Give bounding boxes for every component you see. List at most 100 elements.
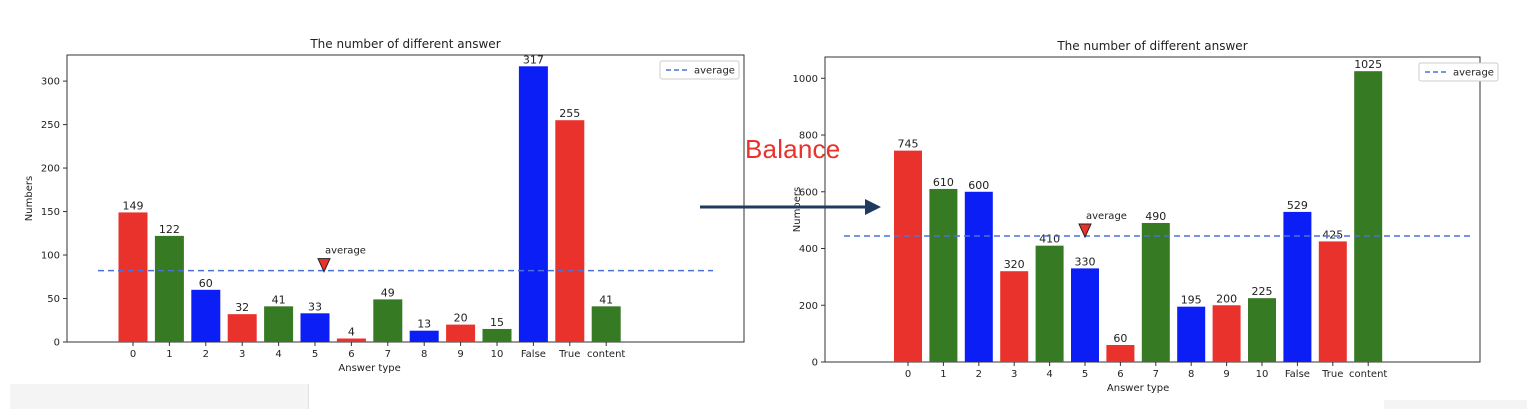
bar-value-label: 1025 [1354,58,1382,71]
bar-value-label: 32 [235,301,249,314]
x-tick-label: 10 [491,349,504,360]
average-annotation-label: average [325,246,366,257]
x-tick-label: 8 [1188,369,1194,380]
bar [409,330,439,342]
left-bar-chart: The number of different answer0501001502… [24,37,745,374]
x-tick-label: 3 [239,349,245,360]
bar [894,150,922,362]
y-tick-label: 50 [47,294,60,305]
x-tick-label: 6 [1117,369,1123,380]
bar [591,306,621,342]
bar-value-label: 20 [454,312,468,325]
legend-label: average [694,66,735,77]
bar [446,324,476,342]
x-tick-label: 4 [1046,369,1052,380]
bar [482,328,512,342]
bar-value-label: 41 [599,293,613,306]
bar-value-label: 122 [159,223,180,236]
bar [264,306,294,342]
x-tick-label: 9 [1223,369,1229,380]
plot-frame [66,54,745,343]
y-tick-label: 0 [54,338,60,349]
legend-label: average [1453,68,1494,79]
bar [300,313,330,342]
bar-value-label: 195 [1181,294,1202,307]
bar-value-label: 745 [898,138,919,151]
average-marker [317,258,331,273]
bar-value-label: 317 [523,53,544,66]
bar [1000,271,1029,362]
y-axis-label: Numbers [24,176,35,221]
y-tick-label: 100 [41,251,60,262]
x-tick-label: 2 [976,369,982,380]
balance-label: Balance [745,134,841,164]
x-tick-label: 10 [1256,369,1269,380]
x-axis-label: Answer type [1107,383,1169,394]
x-tick-label: 3 [1011,369,1017,380]
x-axis-label: Answer type [338,363,400,374]
bar-value-label: 41 [272,293,286,306]
x-tick-label: 5 [312,349,318,360]
x-tick-label: 5 [1082,369,1088,380]
background-panel-left [10,384,308,409]
x-tick-label: False [1285,369,1310,380]
bar [373,299,403,342]
x-tick-label: 8 [421,349,427,360]
bar-value-label: 13 [417,318,431,331]
x-tick-label: 0 [905,369,911,380]
y-tick-label: 200 [799,301,818,312]
bar [1177,306,1206,362]
bar-value-label: 410 [1039,233,1060,246]
bar-value-label: 490 [1145,210,1166,223]
bar [929,188,958,362]
bar-value-label: 4 [348,326,355,339]
x-tick-label: 0 [130,349,136,360]
bar-value-label: 60 [199,277,213,290]
balance-arrow [700,199,881,215]
background-divider [308,384,309,409]
bar-value-label: 255 [559,107,580,120]
x-tick-label: 6 [348,349,354,360]
x-tick-label: 1 [166,349,172,360]
average-annotation-label: average [1086,211,1127,222]
y-tick-label: 400 [799,244,818,255]
bar [1283,211,1312,362]
bar-value-label: 15 [490,316,504,329]
arrow-head [865,199,881,215]
legend-box [1418,62,1499,82]
bar [1318,241,1347,362]
bar-value-label: 33 [308,300,322,313]
y-tick-label: 1000 [793,74,818,85]
x-tick-label: 7 [385,349,391,360]
y-tick-label: 300 [41,77,60,88]
y-tick-label: 250 [41,120,60,131]
y-tick-label: 200 [41,164,60,175]
bar [191,289,221,342]
y-tick-label: 800 [799,131,818,142]
bar-value-label: 149 [123,199,144,212]
bar-value-label: 60 [1113,332,1127,345]
bar-value-label: 200 [1216,292,1237,305]
bar [154,235,184,342]
bar [227,314,257,342]
x-tick-label: False [521,349,546,360]
x-tick-label: 2 [203,349,209,360]
background-panel-right [1384,400,1527,409]
bar-value-label: 529 [1287,199,1308,212]
chart-title: The number of different answer [309,37,500,51]
x-tick-label: True [558,349,580,360]
bar [1106,344,1135,362]
x-tick-label: True [1321,369,1343,380]
legend-box [659,60,740,80]
x-tick-label: 4 [275,349,281,360]
chart-title: The number of different answer [1056,39,1247,53]
average-marker [1078,223,1092,239]
x-tick-label: content [1349,369,1387,380]
bar-value-label: 330 [1075,255,1096,268]
y-tick-label: 600 [799,187,818,198]
y-axis-label: Numbers [792,187,803,232]
right-bar-chart: The number of different answer 0 200 400 600… [792,39,1499,394]
x-tick-label: 7 [1153,369,1159,380]
bar-value-label: 225 [1252,285,1273,298]
bar-value-label: 320 [1004,258,1025,271]
